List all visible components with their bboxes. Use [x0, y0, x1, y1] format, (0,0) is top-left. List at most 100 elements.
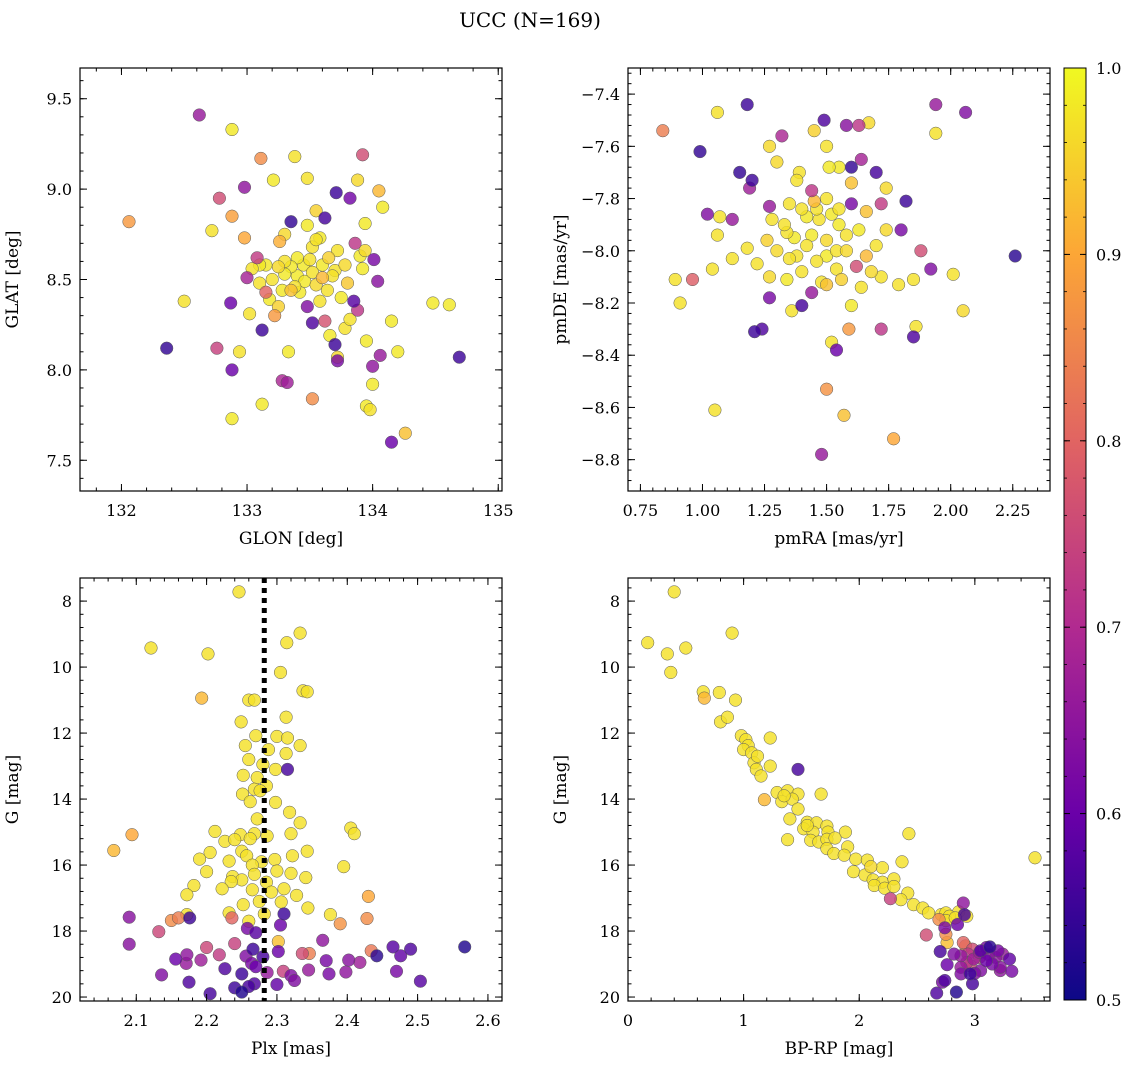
data-point	[201, 647, 215, 661]
data-point	[822, 160, 836, 174]
scatter-points	[107, 585, 472, 1001]
data-point	[243, 307, 257, 321]
data-point	[293, 626, 307, 640]
data-point	[922, 906, 936, 920]
data-point	[358, 244, 372, 258]
data-point	[979, 954, 993, 968]
data-point	[832, 202, 846, 216]
y-tick-label: 16	[600, 856, 620, 875]
data-point	[183, 911, 197, 925]
data-point	[280, 762, 295, 776]
data-point	[899, 194, 913, 208]
data-point	[839, 118, 853, 132]
data-point	[864, 860, 878, 874]
data-point	[224, 296, 238, 310]
data-point	[1008, 249, 1022, 263]
data-point	[249, 729, 263, 743]
data-point	[273, 234, 287, 249]
data-point	[361, 889, 375, 903]
data-point	[834, 272, 849, 287]
y-tick-label: 18	[52, 922, 72, 941]
y-tick-label: 20	[600, 988, 620, 1007]
data-point	[940, 958, 954, 972]
data-point	[852, 223, 866, 237]
panel-plx_g: 2.1 2.2 2.3 2.4 2.5 2.6 8 10 12 14 16 18 20 Plx [mas]…	[3, 577, 503, 1059]
axes-frame	[627, 577, 1051, 1002]
x-tick-label: 2.6	[475, 1011, 500, 1030]
data-point	[284, 827, 298, 841]
colorbar-tick-label: 0.8	[1096, 432, 1121, 451]
data-point	[299, 871, 313, 885]
data-point	[832, 218, 846, 232]
data-point	[320, 283, 334, 297]
x-tick-label: 0.75	[623, 501, 659, 520]
data-point	[892, 278, 906, 292]
data-point	[790, 173, 804, 187]
data-point	[458, 940, 472, 954]
data-point	[265, 272, 279, 287]
y-tick-label: 12	[600, 724, 620, 743]
data-point	[309, 204, 323, 218]
data-point	[280, 375, 294, 390]
data-point	[270, 977, 284, 992]
data-point	[938, 973, 952, 988]
data-point	[330, 244, 345, 258]
y-tick-label: 8	[62, 592, 72, 611]
y-tick-label: −7.6	[581, 137, 620, 156]
data-point	[300, 685, 314, 699]
data-point	[242, 752, 256, 767]
data-point	[253, 276, 267, 290]
data-point	[394, 949, 408, 963]
data-point	[235, 967, 249, 981]
data-point	[782, 252, 796, 266]
data-point	[667, 585, 681, 599]
x-tick-label: 1	[739, 1011, 749, 1030]
data-point	[745, 173, 759, 187]
data-point	[762, 199, 777, 213]
data-point	[283, 805, 297, 819]
data-point	[957, 908, 971, 922]
data-point	[224, 875, 238, 889]
data-point	[315, 271, 329, 285]
x-tick-label: 3	[970, 1011, 980, 1030]
data-point	[222, 854, 236, 868]
x-tick-label: 2.4	[335, 1011, 360, 1030]
data-point	[795, 265, 809, 279]
data-point	[805, 286, 819, 300]
data-point	[963, 967, 977, 981]
data-point	[351, 173, 365, 187]
data-point	[914, 244, 928, 258]
data-point	[656, 124, 670, 138]
data-point	[348, 236, 362, 250]
data-point	[710, 105, 724, 119]
data-point	[228, 833, 242, 847]
data-point	[232, 345, 247, 359]
data-point	[791, 802, 805, 816]
x-tick-label: 1.50	[809, 501, 845, 520]
data-point	[339, 965, 353, 979]
data-point	[180, 948, 194, 962]
data-point	[782, 197, 796, 211]
x-tick-label: 2.1	[124, 1011, 149, 1030]
data-point	[347, 294, 361, 308]
data-point	[235, 985, 249, 999]
data-point	[210, 341, 224, 355]
data-point	[956, 304, 970, 318]
x-tick-label: 134	[357, 501, 388, 520]
data-point	[947, 947, 961, 961]
y-axis-label: G [mag]	[3, 755, 23, 824]
data-point	[342, 953, 356, 967]
data-point	[800, 818, 814, 833]
y-tick-label: −8.2	[581, 294, 620, 313]
data-point	[246, 942, 260, 956]
data-point	[205, 224, 219, 238]
data-point	[705, 262, 719, 276]
data-point	[820, 139, 834, 153]
y-tick-label: 14	[52, 790, 72, 809]
data-point	[300, 171, 314, 185]
tick-marks	[80, 68, 502, 491]
data-point	[237, 180, 252, 194]
data-point	[838, 825, 852, 839]
data-point	[322, 251, 336, 265]
